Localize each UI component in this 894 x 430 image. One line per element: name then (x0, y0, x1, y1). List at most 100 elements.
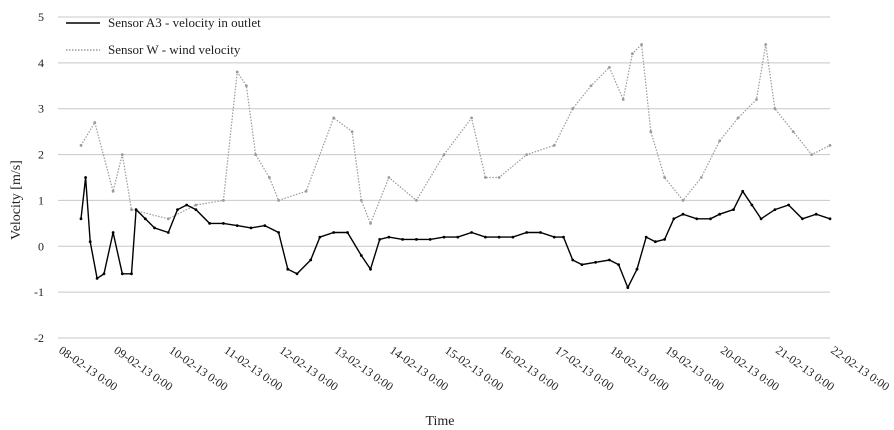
data-point-outlet (814, 212, 818, 216)
data-point-wind (415, 199, 418, 202)
data-point-outlet (309, 258, 313, 262)
data-point-wind (120, 153, 124, 157)
data-point-outlet (654, 240, 657, 244)
data-point-wind (332, 116, 336, 120)
x-tick-label: 18-02-13 0:00 (608, 343, 672, 394)
y-tick-label: 5 (38, 10, 44, 24)
y-tick-label: 0 (38, 239, 44, 253)
data-point-outlet (263, 224, 267, 228)
data-point-outlet (359, 254, 363, 257)
data-point-outlet (401, 238, 404, 241)
data-point-wind (649, 130, 653, 134)
data-point-outlet (442, 235, 446, 239)
data-point-outlet (277, 231, 280, 234)
data-point-outlet (120, 272, 124, 276)
data-point-wind (369, 222, 372, 225)
data-point-outlet (663, 238, 666, 241)
data-point-wind (484, 176, 487, 179)
data-point-outlet (295, 272, 299, 276)
x-tick-label: 13-02-13 0:00 (332, 343, 396, 394)
data-point-wind (791, 130, 795, 134)
data-point-outlet (787, 203, 790, 207)
data-point-outlet (134, 208, 138, 212)
data-point-outlet (511, 235, 515, 239)
data-point-outlet (415, 238, 418, 241)
data-point-wind (755, 98, 758, 101)
data-point-outlet (166, 231, 170, 234)
data-point-outlet (525, 231, 529, 234)
data-point-wind (571, 107, 575, 111)
data-point-outlet (95, 277, 99, 280)
data-point-outlet (497, 235, 501, 239)
x-tick-label: 22-02-13 0:00 (828, 343, 892, 394)
data-point-outlet (672, 217, 676, 221)
data-point-wind (130, 208, 133, 212)
data-point-wind (699, 176, 703, 179)
data-point-wind (93, 121, 97, 124)
data-point-outlet (635, 267, 639, 271)
y-tick-label: 1 (38, 193, 44, 207)
data-point-outlet (750, 203, 754, 207)
data-point-outlet (732, 208, 735, 212)
data-point-outlet (470, 231, 473, 234)
data-point-outlet (695, 217, 699, 221)
data-point-outlet (111, 231, 115, 234)
data-point-wind (79, 144, 83, 147)
data-point-outlet (378, 238, 382, 241)
data-point-outlet (644, 235, 648, 239)
x-tick-label: 10-02-13 0:00 (167, 343, 231, 394)
data-point-outlet (369, 267, 372, 271)
data-point-wind (773, 107, 777, 111)
x-tick-label: 17-02-13 0:00 (553, 343, 617, 394)
data-point-wind (764, 43, 768, 46)
x-tick-label: 08-02-13 0:00 (56, 343, 120, 394)
data-point-wind (304, 189, 308, 193)
data-point-wind (497, 176, 501, 179)
data-point-wind (631, 52, 634, 56)
data-point-wind (525, 153, 529, 157)
y-tick-label: -1 (34, 285, 44, 299)
data-point-outlet (130, 272, 133, 276)
data-point-outlet (539, 231, 542, 234)
data-point-wind (589, 84, 593, 88)
data-point-outlet (456, 235, 460, 239)
data-point-outlet (79, 217, 83, 221)
data-point-outlet (208, 222, 212, 225)
data-point-wind (718, 139, 722, 143)
x-tick-label: 12-02-13 0:00 (277, 343, 341, 394)
data-point-outlet (88, 240, 92, 244)
y-tick-label: 2 (38, 148, 44, 162)
data-point-wind (235, 70, 239, 74)
x-tick-label: 20-02-13 0:00 (718, 343, 782, 394)
data-point-outlet (681, 212, 685, 216)
x-tick-label: 14-02-13 0:00 (387, 343, 451, 394)
data-point-outlet (709, 217, 712, 221)
legend-label-w: Sensor W - wind velocity (108, 42, 241, 57)
data-point-outlet (801, 217, 804, 221)
data-point-outlet (552, 235, 556, 239)
data-point-wind (736, 116, 740, 120)
data-point-outlet (222, 222, 225, 225)
series-line-outlet (80, 177, 831, 290)
data-point-outlet (176, 208, 179, 212)
data-point-outlet (741, 189, 745, 193)
y-tick-labels: -2 -1 0 1 2 3 4 5 (34, 10, 44, 345)
data-point-outlet (153, 226, 156, 230)
x-tick-label: 21-02-13 0:00 (773, 343, 837, 394)
data-point-wind (640, 43, 643, 46)
data-point-outlet (718, 212, 722, 216)
data-point-outlet (286, 267, 290, 271)
x-tick-label: 19-02-13 0:00 (663, 343, 727, 394)
data-point-wind (442, 153, 446, 157)
y-tick-label: 4 (38, 56, 44, 70)
data-point-wind (608, 66, 611, 69)
x-tick-label: 09-02-13 0:00 (111, 343, 175, 394)
y-tick-label: 3 (38, 102, 44, 116)
data-point-wind (111, 189, 115, 193)
data-point-outlet (571, 258, 575, 262)
data-point-outlet (84, 176, 87, 179)
x-tick-label: 16-02-13 0:00 (497, 343, 561, 394)
data-point-wind (681, 199, 685, 202)
data-point-outlet (318, 235, 322, 239)
